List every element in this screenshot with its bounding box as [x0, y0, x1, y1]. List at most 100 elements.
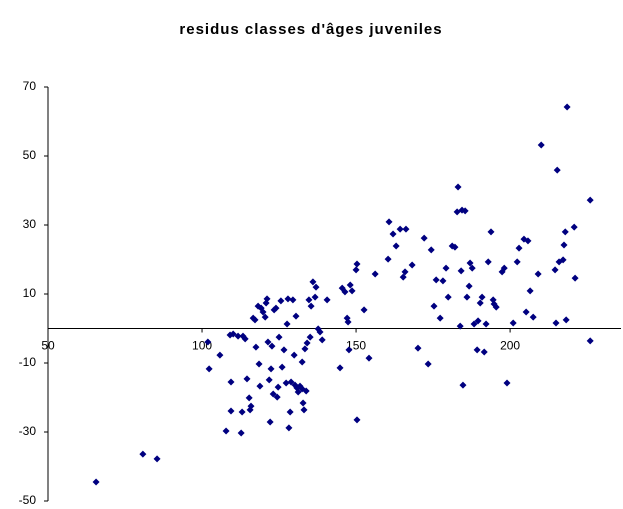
point [341, 288, 349, 296]
point [153, 455, 161, 463]
point [402, 225, 410, 233]
point [563, 103, 571, 111]
point [427, 246, 435, 254]
point [348, 287, 356, 295]
point [466, 259, 474, 267]
point [269, 390, 277, 398]
point [285, 424, 293, 432]
point [503, 379, 511, 387]
y-tick-label: 70 [23, 79, 37, 93]
point [280, 346, 288, 354]
point [292, 312, 300, 320]
point [571, 274, 579, 282]
point [482, 320, 490, 328]
point [274, 383, 282, 391]
point [299, 399, 307, 407]
point [318, 336, 326, 344]
point [261, 313, 269, 321]
point [346, 281, 354, 289]
point [264, 338, 272, 346]
point [267, 365, 275, 373]
point [515, 244, 523, 252]
point [570, 223, 578, 231]
point [432, 276, 440, 284]
point [204, 338, 212, 346]
point [465, 282, 473, 290]
point [392, 242, 400, 250]
point [474, 317, 482, 325]
point [500, 264, 508, 272]
point [273, 393, 281, 401]
point [272, 304, 280, 312]
point [476, 299, 484, 307]
y-tick-label: 30 [23, 217, 37, 231]
point [263, 295, 271, 303]
point [139, 450, 147, 458]
point [442, 264, 450, 272]
point [534, 270, 542, 278]
point [216, 351, 224, 359]
point [552, 319, 560, 327]
point [266, 418, 274, 426]
point [245, 394, 253, 402]
point [553, 166, 561, 174]
point [238, 408, 246, 416]
point [237, 429, 245, 437]
point [399, 273, 407, 281]
point [301, 345, 309, 353]
point [478, 293, 486, 301]
point [371, 270, 379, 278]
point [537, 141, 545, 149]
point [451, 243, 459, 251]
point [241, 335, 249, 343]
point [492, 303, 500, 311]
point [430, 302, 438, 310]
point [316, 328, 324, 336]
point [586, 337, 594, 345]
point [277, 297, 285, 305]
y-tick-label: -50 [19, 493, 37, 507]
point [389, 230, 397, 238]
point [286, 408, 294, 416]
point [227, 378, 235, 386]
point [92, 478, 100, 486]
point [436, 314, 444, 322]
point [312, 283, 320, 291]
point [268, 342, 276, 350]
point [302, 387, 310, 395]
point [205, 365, 213, 373]
point [294, 388, 302, 396]
chart-title: residus classes d'âges juveniles [179, 21, 442, 38]
point [559, 256, 567, 264]
point [468, 264, 476, 272]
x-tick-label: 50 [41, 339, 55, 353]
y-tick-label: 10 [23, 286, 37, 300]
point [459, 381, 467, 389]
point [353, 260, 361, 268]
point [256, 382, 264, 390]
point [414, 344, 422, 352]
point [287, 378, 295, 386]
point [526, 287, 534, 295]
point [251, 316, 259, 324]
point [222, 427, 230, 435]
point [259, 308, 267, 316]
point [243, 375, 251, 383]
point [408, 261, 416, 269]
point [456, 322, 464, 330]
point [524, 237, 532, 245]
point [255, 360, 263, 368]
point [283, 320, 291, 328]
point [484, 258, 492, 266]
point [522, 308, 530, 316]
y-tick-label: -10 [19, 355, 37, 369]
point [454, 183, 462, 191]
point [353, 416, 361, 424]
point [289, 296, 297, 304]
point [480, 348, 488, 356]
point [336, 364, 344, 372]
point [252, 343, 260, 351]
point [306, 333, 314, 341]
y-tick-label: -30 [19, 424, 37, 438]
